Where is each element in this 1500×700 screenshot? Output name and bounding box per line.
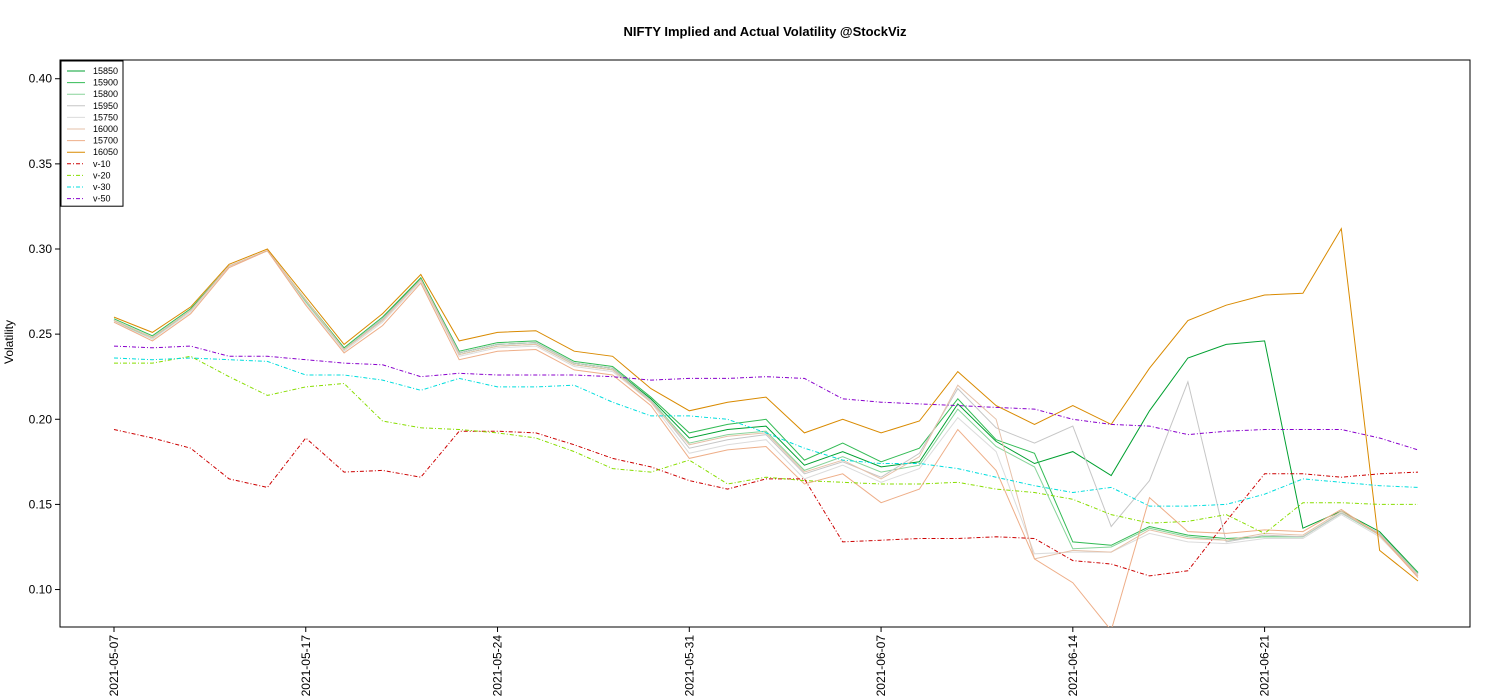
y-tick-label: 0.10 [29,583,53,597]
legend-label-16000: 16000 [93,124,118,134]
x-tick-label: 2021-06-21 [1258,635,1272,697]
y-tick-label: 0.40 [29,72,53,86]
legend-label-v-50: v-50 [93,194,111,204]
x-tick-label: 2021-05-24 [491,635,505,697]
series-line-15750 [113,250,1419,577]
chart-title: NIFTY Implied and Actual Volatility @Sto… [623,24,907,39]
y-tick-label: 0.15 [29,497,53,511]
series-line-16050 [113,227,1419,582]
series-line-15700 [113,250,1419,627]
series-line-v-20 [114,355,1418,534]
legend-label-16050: 16050 [93,147,118,157]
y-tick-label: 0.35 [29,157,53,171]
y-axis: 0.10 0.15 0.20 0.25 0.30 0.35 0.40 [29,72,60,597]
legend-box [60,60,124,207]
legend-label-v-20: v-20 [93,170,111,180]
legend-label-15700: 15700 [93,136,118,146]
x-tick-label: 2021-05-17 [299,635,313,697]
plot-area-border [59,59,1471,628]
series-line-v-10 [113,429,1419,577]
series-line-15900 [113,250,1419,573]
x-tick-label: 2021-06-14 [1066,635,1080,697]
legend-label-15900: 15900 [93,78,118,88]
x-tick-label: 2021-06-07 [874,635,888,697]
y-tick-label: 0.30 [29,242,53,256]
legend-label-15950: 15950 [93,101,118,111]
legend-label-15750: 15750 [93,112,118,122]
series-lines [113,227,1419,627]
x-tick-label: 2021-05-31 [682,635,696,697]
y-tick-label: 0.25 [29,327,53,341]
y-axis-label: Volatility [2,320,16,364]
x-tick-label: 2021-05-07 [107,635,121,697]
legend-label-15800: 15800 [93,89,118,99]
x-axis: 2021-05-07 2021-05-17 2021-05-24 2021-05-31… [107,627,1272,696]
series-line-v-50 [113,345,1419,451]
legend-label-v-10: v-10 [93,159,111,169]
legend-label-15850: 15850 [93,66,118,76]
legend-label-v-30: v-30 [93,182,111,192]
series-line-v-30 [113,357,1419,507]
y-tick-label: 0.20 [29,412,53,426]
